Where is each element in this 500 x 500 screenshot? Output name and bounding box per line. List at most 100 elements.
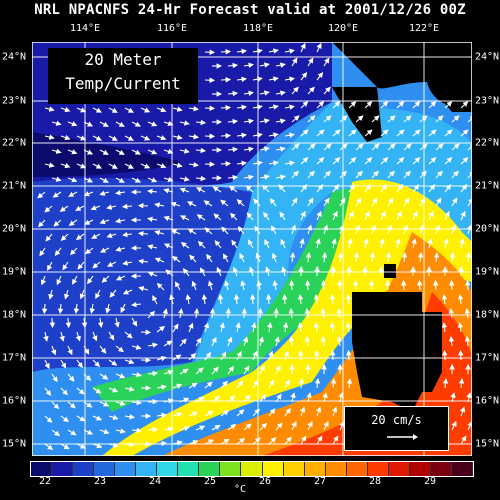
current-arrow bbox=[281, 266, 287, 277]
current-arrow bbox=[266, 322, 273, 333]
current-arrow bbox=[323, 143, 332, 151]
current-arrow bbox=[444, 157, 453, 165]
current-arrow bbox=[156, 384, 167, 390]
current-arrow bbox=[109, 289, 117, 298]
current-arrow bbox=[249, 293, 256, 305]
current-arrow bbox=[396, 210, 402, 221]
current-arrow bbox=[40, 275, 47, 286]
current-arrow bbox=[65, 317, 72, 329]
current-arrow bbox=[154, 257, 165, 263]
current-arrow bbox=[460, 129, 469, 137]
current-arrow bbox=[124, 386, 135, 392]
current-arrow bbox=[300, 101, 309, 109]
current-arrow bbox=[291, 86, 299, 95]
current-arrow bbox=[275, 90, 286, 96]
current-arrow bbox=[196, 214, 206, 221]
current-arrow bbox=[316, 101, 325, 109]
current-arrow bbox=[236, 132, 247, 139]
current-arrow bbox=[339, 420, 345, 431]
current-arrow bbox=[219, 322, 225, 333]
current-arrow bbox=[147, 216, 158, 223]
map-label-box: 20 Meter Temp/Current bbox=[48, 48, 198, 104]
current-arrow bbox=[307, 197, 314, 207]
current-arrow bbox=[236, 160, 247, 167]
current-arrow bbox=[147, 426, 159, 433]
current-arrow bbox=[291, 197, 298, 207]
current-arrow bbox=[220, 160, 232, 167]
current-arrow bbox=[320, 336, 327, 347]
current-arrow bbox=[332, 129, 341, 137]
current-arrow bbox=[243, 423, 252, 431]
current-arrow bbox=[348, 129, 357, 137]
current-arrow bbox=[289, 252, 296, 263]
current-arrow bbox=[355, 170, 363, 179]
current-arrow bbox=[354, 224, 361, 235]
map-title: NRL NPACNFS 24-Hr Forecast valid at 2001… bbox=[34, 2, 466, 18]
current-arrow bbox=[187, 228, 197, 235]
current-arrow bbox=[39, 247, 46, 257]
current-arrow bbox=[75, 205, 85, 211]
current-arrow bbox=[316, 210, 322, 221]
current-arrow bbox=[171, 255, 181, 263]
current-arrow bbox=[314, 378, 321, 389]
current-arrow bbox=[466, 392, 472, 403]
current-arrow bbox=[465, 252, 472, 263]
current-arrow bbox=[105, 303, 111, 314]
current-arrow bbox=[307, 420, 313, 431]
current-arrow bbox=[44, 359, 50, 370]
current-arrow bbox=[355, 197, 362, 207]
current-arrow bbox=[419, 170, 427, 179]
current-arrow bbox=[227, 62, 239, 69]
current-arrow bbox=[259, 146, 270, 152]
current-arrow bbox=[172, 134, 183, 140]
current-arrow bbox=[441, 294, 448, 305]
current-arrow bbox=[147, 244, 158, 250]
current-arrow bbox=[353, 252, 360, 263]
current-arrow bbox=[179, 176, 190, 182]
current-arrow bbox=[345, 349, 352, 361]
current-arrow bbox=[449, 252, 456, 263]
current-arrow bbox=[76, 107, 87, 113]
current-arrow bbox=[179, 397, 190, 403]
current-arrow bbox=[44, 415, 53, 423]
current-arrow bbox=[90, 205, 101, 211]
current-arrow bbox=[459, 238, 465, 249]
current-arrow bbox=[124, 358, 135, 365]
current-arrow bbox=[442, 378, 449, 389]
current-arrow bbox=[172, 354, 182, 361]
current-arrow bbox=[147, 310, 156, 319]
reference-vector-label: 20 cm/s bbox=[371, 413, 422, 427]
current-arrow bbox=[37, 191, 46, 199]
current-arrow bbox=[45, 233, 53, 242]
current-arrow bbox=[137, 230, 149, 237]
current-arrow bbox=[259, 118, 270, 124]
current-arrow bbox=[259, 62, 270, 68]
current-arrow bbox=[300, 435, 307, 445]
current-arrow bbox=[163, 398, 174, 404]
current-arrow bbox=[92, 442, 103, 449]
colorbar-swatch bbox=[31, 462, 53, 476]
current-arrow bbox=[380, 184, 388, 193]
current-arrow bbox=[332, 210, 338, 221]
current-arrow bbox=[220, 132, 232, 139]
current-arrow bbox=[44, 106, 55, 112]
current-arrow bbox=[60, 359, 67, 369]
current-arrow bbox=[172, 162, 183, 168]
current-arrow bbox=[47, 261, 53, 271]
current-arrow bbox=[216, 266, 222, 277]
current-arrow bbox=[451, 115, 460, 123]
current-arrow bbox=[275, 146, 286, 152]
current-arrow bbox=[313, 294, 320, 305]
current-arrow bbox=[108, 359, 118, 366]
current-arrow bbox=[450, 392, 456, 403]
current-arrow bbox=[156, 282, 165, 291]
current-arrow bbox=[300, 210, 306, 221]
current-arrow bbox=[252, 350, 258, 361]
current-arrow bbox=[236, 199, 245, 207]
current-arrow bbox=[268, 160, 279, 166]
current-arrow bbox=[227, 395, 236, 403]
current-arrow bbox=[227, 174, 239, 181]
current-arrow bbox=[329, 294, 336, 305]
current-arrow bbox=[402, 224, 409, 235]
current-arrow bbox=[92, 415, 103, 421]
